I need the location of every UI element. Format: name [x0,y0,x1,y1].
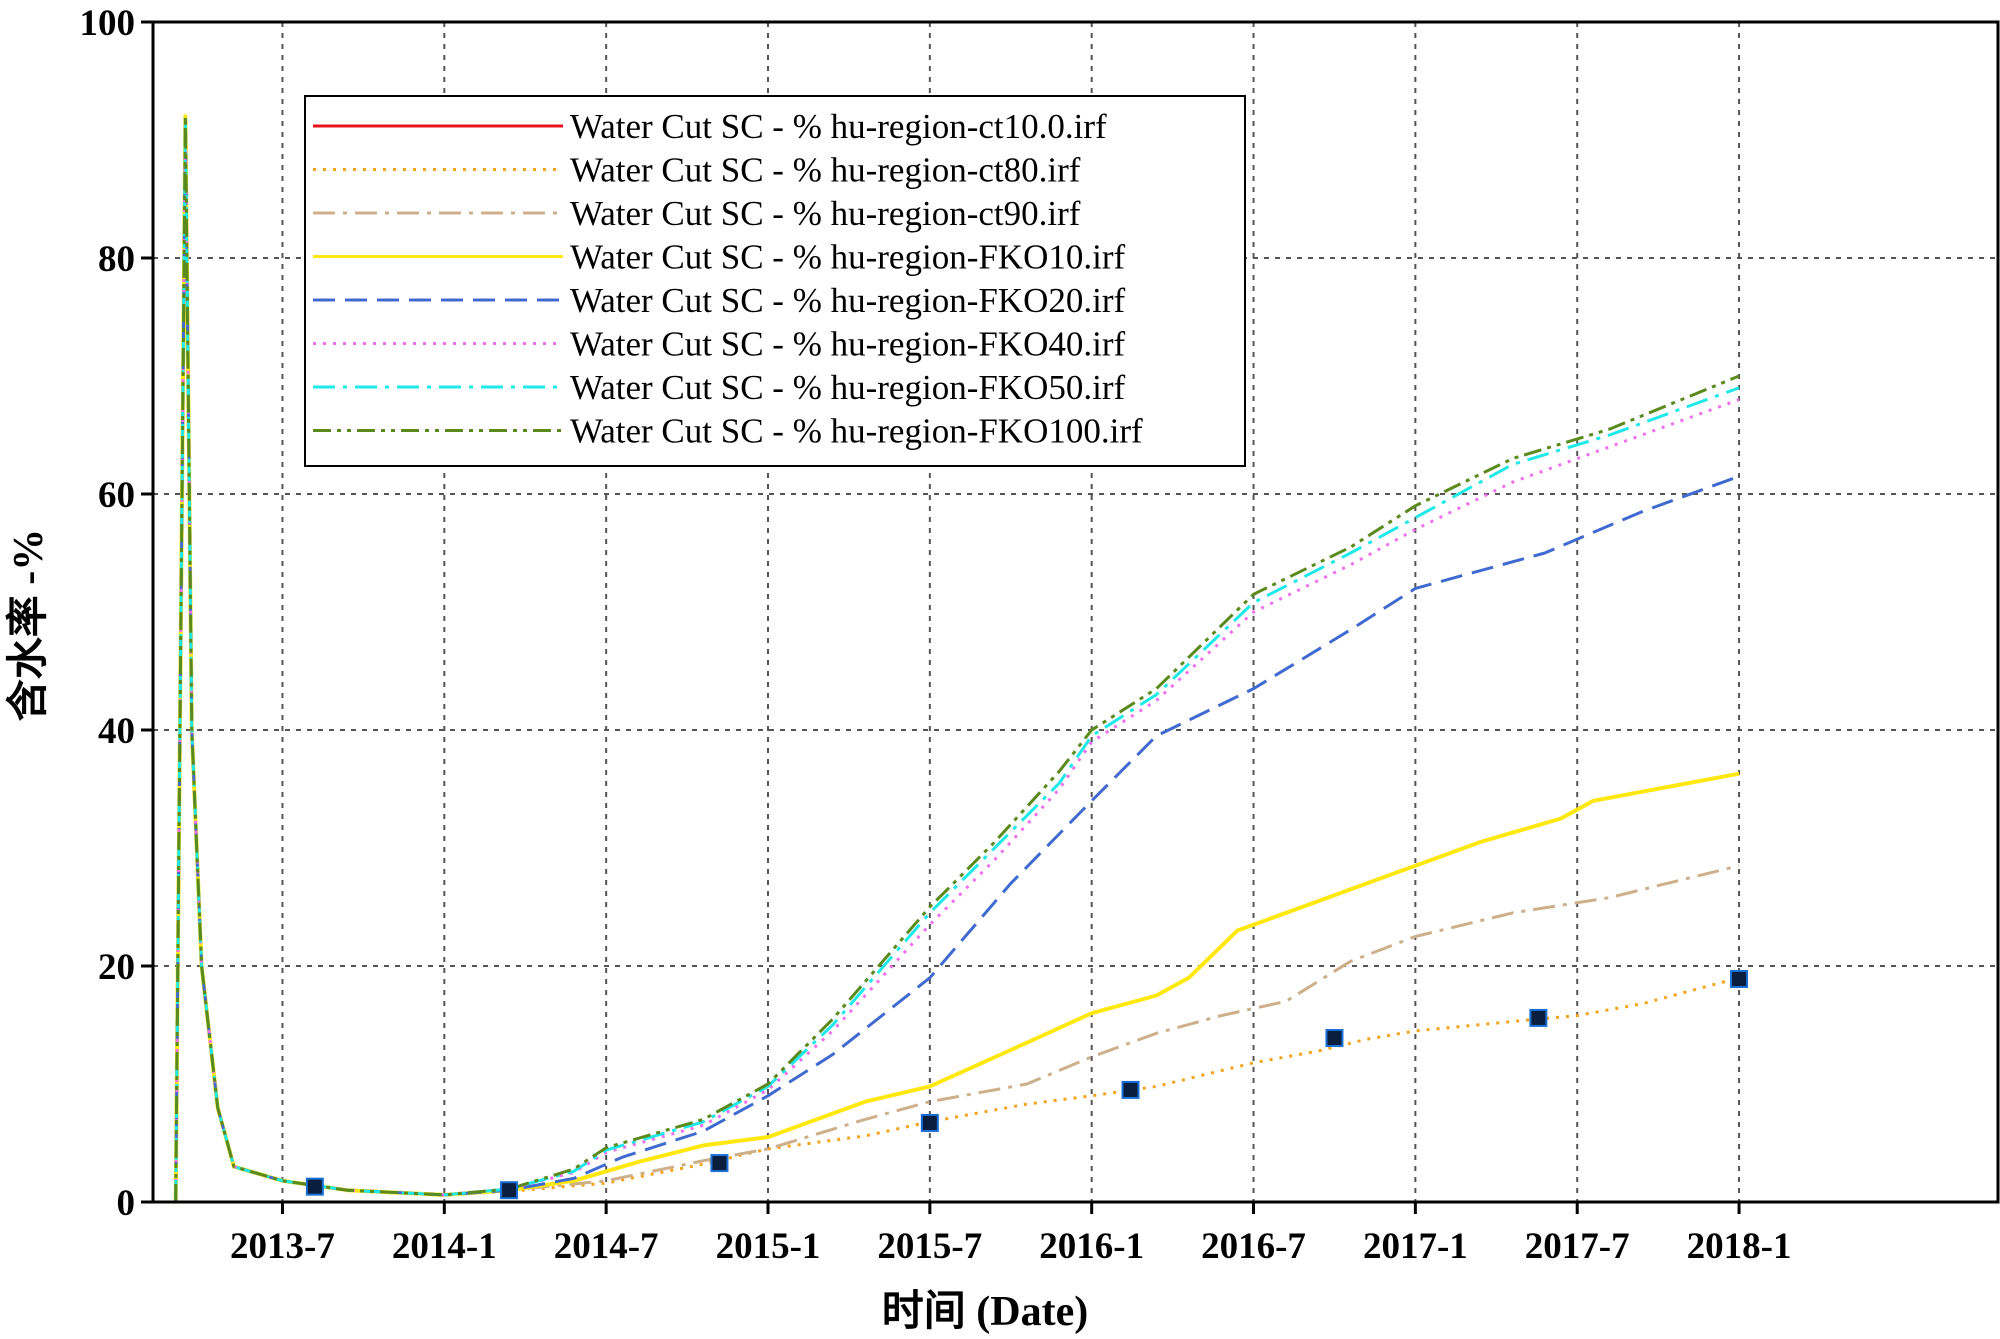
y-tick-label: 20 [98,947,135,988]
y-tick-label: 60 [98,475,135,516]
x-tick-label: 2016-7 [1201,1226,1306,1267]
y-tick-label: 80 [98,239,135,280]
y-axis-ticks: 0 20 40 60 80 100 [80,3,153,1224]
observed-marker [1529,1008,1548,1027]
observed-marker [305,1177,324,1196]
x-tick-label: 2016-1 [1039,1226,1144,1267]
observed-marker [500,1181,519,1200]
series-line-7 [174,114,1740,1203]
x-tick-label: 2015-1 [716,1226,821,1267]
x-axis-ticks: 2013-7 2014-1 2014-7 2015-1 2015-7 2016-1 2016… [230,1202,1791,1267]
series-line-8 [174,114,1740,1203]
y-tick-label: 0 [117,1183,136,1224]
legend-label-1: Water Cut SC - % hu-region-ct10.0.irf [570,107,1107,146]
x-tick-label: 2015-7 [877,1226,982,1267]
observed-marker [710,1154,729,1173]
legend-label-5: Water Cut SC - % hu-region-FKO20.irf [570,281,1125,320]
legend-label-6: Water Cut SC - % hu-region-FKO40.irf [570,325,1125,364]
grid [153,22,1998,1202]
observed-marker [920,1113,939,1132]
legend-label-4: Water Cut SC - % hu-region-FKO10.irf [570,238,1125,277]
x-tick-label: 2017-1 [1363,1226,1468,1267]
legend-label-7: Water Cut SC - % hu-region-FKO50.irf [570,368,1125,407]
legend-label-3: Water Cut SC - % hu-region-ct90.irf [570,194,1081,233]
x-tick-label: 2013-7 [230,1226,335,1267]
x-tick-label: 2018-1 [1687,1226,1792,1267]
y-tick-label: 100 [80,3,136,44]
x-tick-label: 2017-7 [1525,1226,1630,1267]
legend-label-8: Water Cut SC - % hu-region-FKO100.irf [570,412,1143,451]
series-group [173,114,1740,1203]
legend: Water Cut SC - % hu-region-ct10.0.irf Wat… [304,95,1246,467]
x-tick-label: 2014-7 [554,1226,659,1267]
observed-marker [1121,1080,1140,1099]
y-axis-title: 含水率 -% [5,529,52,722]
x-tick-label: 2014-1 [392,1226,497,1267]
plot-frame [151,20,2000,1204]
series-line-6 [174,114,1740,1203]
y-tick-label: 40 [98,711,135,752]
legend-label-2: Water Cut SC - % hu-region-ct80.irf [570,151,1081,190]
observed-markers [305,969,1749,1200]
x-axis-title: 时间 (Date) [882,1288,1088,1335]
observed-marker [1730,969,1749,988]
legend-box [304,95,1246,467]
series-line-2 [174,114,1740,1203]
observed-marker [1325,1028,1344,1047]
